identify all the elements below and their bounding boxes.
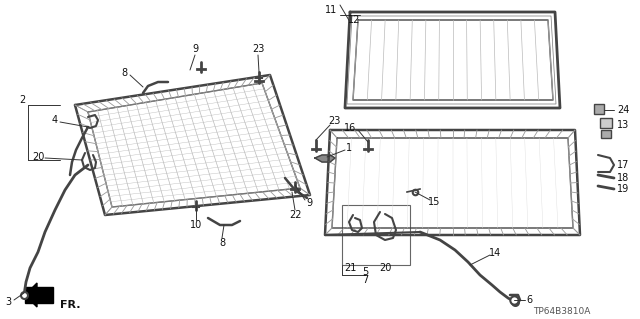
Text: 8: 8 [121,68,127,78]
Text: 4: 4 [52,115,58,125]
Text: 18: 18 [617,173,629,183]
Polygon shape [25,283,37,307]
Text: 1: 1 [346,143,352,153]
Text: 20: 20 [32,152,44,162]
Bar [594,104,604,114]
Text: 17: 17 [617,160,629,170]
Text: 19: 19 [617,184,629,194]
Polygon shape [25,287,53,303]
Text: FR.: FR. [60,300,81,310]
Text: 3: 3 [5,297,11,307]
Bar [342,205,410,265]
Text: 15: 15 [428,197,440,207]
Bar [600,118,612,128]
Bar [601,130,611,138]
Polygon shape [315,155,335,162]
Text: 6: 6 [526,295,532,305]
Text: 23: 23 [328,116,340,126]
Text: 23: 23 [252,44,264,54]
Text: 14: 14 [489,248,501,258]
Text: 21: 21 [344,263,356,273]
Text: 8: 8 [219,238,225,248]
Text: 11: 11 [325,5,337,15]
Text: TP64B3810A: TP64B3810A [532,308,590,316]
Text: 5: 5 [362,267,368,277]
Text: 20: 20 [379,263,391,273]
Text: 7: 7 [362,275,368,285]
Text: 9: 9 [192,44,198,54]
Text: 22: 22 [289,210,301,220]
Text: 9: 9 [306,198,312,208]
Text: 16: 16 [344,123,356,133]
Text: 24: 24 [617,105,629,115]
Text: 12: 12 [348,15,360,25]
Text: 13: 13 [617,120,629,130]
Text: 10: 10 [190,220,202,230]
Text: 2: 2 [19,95,25,105]
